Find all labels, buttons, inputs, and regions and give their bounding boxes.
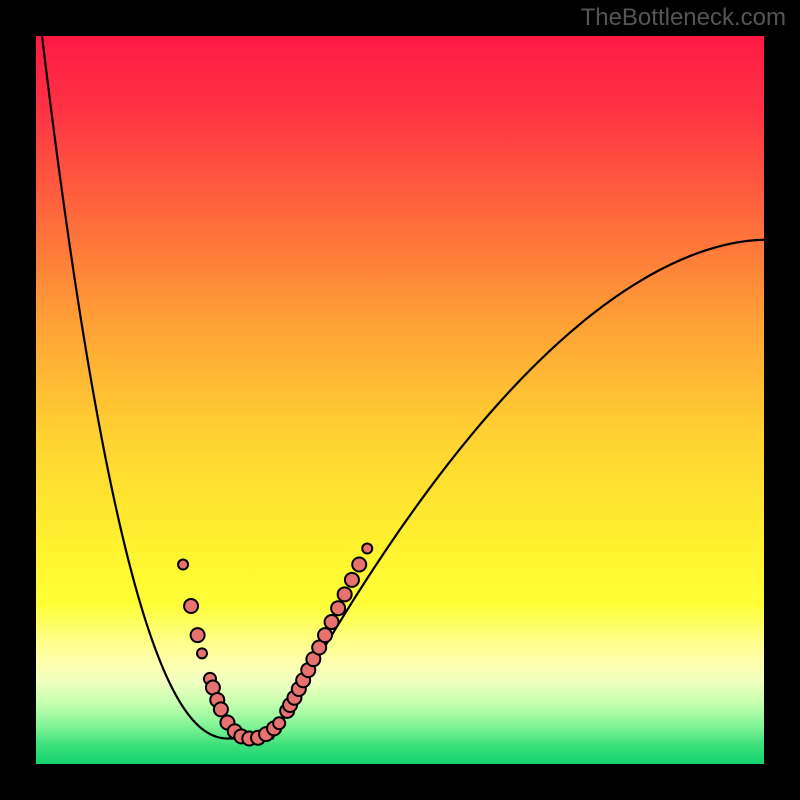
watermark-text: TheBottleneck.com (581, 4, 786, 32)
data-point (325, 615, 339, 629)
data-point (362, 544, 372, 554)
data-point (273, 717, 285, 729)
data-point (338, 587, 352, 601)
data-point (352, 558, 366, 572)
data-point (318, 628, 332, 642)
data-point (178, 560, 188, 570)
data-point (345, 573, 359, 587)
data-point (331, 601, 345, 615)
data-point (197, 648, 207, 658)
chart-root: TheBottleneck.com (0, 0, 800, 800)
data-point (214, 702, 228, 716)
plot-area (36, 36, 764, 764)
bottleneck-curve (36, 36, 764, 739)
data-point (184, 599, 198, 613)
data-point (191, 628, 205, 642)
curve-overlay (36, 36, 764, 764)
